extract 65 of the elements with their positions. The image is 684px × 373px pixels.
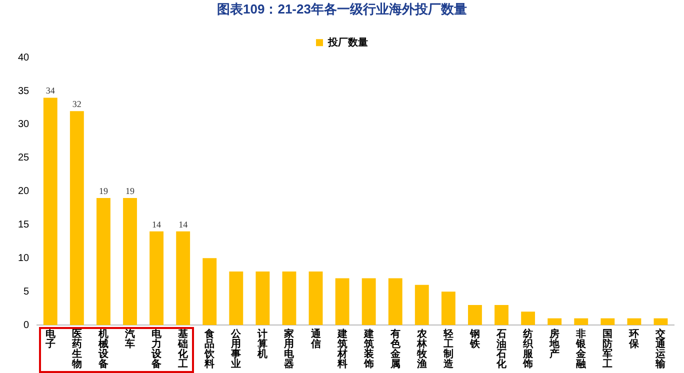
data-label: 34 — [46, 86, 56, 96]
data-label: 19 — [98, 186, 108, 196]
bar — [123, 198, 137, 325]
x-tick-label: 电力设备 — [150, 328, 163, 370]
y-tick-label: 5 — [24, 286, 30, 298]
data-label: 14 — [178, 219, 188, 230]
bar — [441, 292, 456, 325]
x-tick-label: 基础化工 — [177, 328, 190, 370]
legend-label: 投厂数量 — [327, 36, 368, 48]
x-tick-label: 非银金融 — [575, 328, 588, 370]
bar — [308, 272, 323, 325]
bar — [654, 318, 668, 325]
x-tick-label: 家用电器 — [283, 328, 296, 370]
data-label: 32 — [72, 98, 82, 109]
bar — [574, 318, 588, 325]
x-tick-label: 电子 — [44, 328, 56, 350]
y-tick-label: 40 — [18, 52, 30, 64]
x-tick-label: 轻工制造 — [442, 328, 454, 370]
x-tick-label: 公用事业 — [230, 328, 242, 370]
bar — [43, 98, 58, 325]
x-tick-label: 纺织服饰 — [522, 328, 534, 370]
bar — [627, 318, 642, 325]
bar — [548, 318, 562, 325]
bar — [388, 278, 402, 325]
bar — [282, 272, 296, 325]
x-tick-label: 国防军工 — [602, 328, 613, 370]
y-tick-label: 30 — [18, 119, 30, 130]
x-tick-label: 医药生物 — [70, 328, 82, 370]
x-tick-label: 环保 — [628, 328, 640, 350]
x-tick-label: 食品饮料 — [204, 328, 216, 370]
bar — [70, 111, 84, 325]
bar — [202, 258, 217, 325]
x-tick-label: 建筑材料 — [336, 328, 348, 370]
bar — [362, 278, 376, 325]
x-tick-label: 房地产 — [548, 328, 561, 360]
bar — [335, 278, 350, 325]
x-tick-label: 建筑装饰 — [362, 328, 375, 370]
bar — [414, 284, 429, 325]
y-tick-label: 15 — [18, 219, 30, 230]
bar — [229, 272, 244, 325]
x-tick-label: 农林牧渔 — [416, 328, 428, 370]
x-tick-label: 钢铁 — [468, 328, 481, 350]
y-tick-label: 20 — [18, 186, 30, 198]
x-tick-label: 计算机 — [256, 328, 268, 360]
x-tick-label: 机械设备 — [97, 328, 110, 370]
bar — [600, 318, 615, 325]
bar — [150, 231, 164, 325]
x-tick-label: 交通运输 — [654, 328, 667, 370]
bar — [468, 304, 482, 325]
chart-title: 图表109：21-23年各一级行业海外投厂数量 — [217, 1, 467, 16]
data-label: 19 — [126, 186, 135, 196]
y-tick-label: 0 — [24, 320, 30, 331]
bar — [521, 312, 536, 325]
bar — [494, 304, 508, 325]
bar — [96, 198, 110, 325]
x-tick-label: 通信 — [310, 328, 322, 350]
y-tick-label: 25 — [18, 152, 30, 164]
x-tick-label: 有色金属 — [389, 328, 402, 370]
bar — [256, 272, 270, 325]
x-tick-label: 石油石化 — [496, 328, 508, 370]
y-tick-label: 10 — [18, 252, 30, 264]
bar — [176, 231, 190, 325]
y-tick-label: 35 — [18, 86, 30, 97]
x-tick-label: 汽车 — [124, 328, 135, 350]
data-label: 14 — [152, 219, 162, 230]
